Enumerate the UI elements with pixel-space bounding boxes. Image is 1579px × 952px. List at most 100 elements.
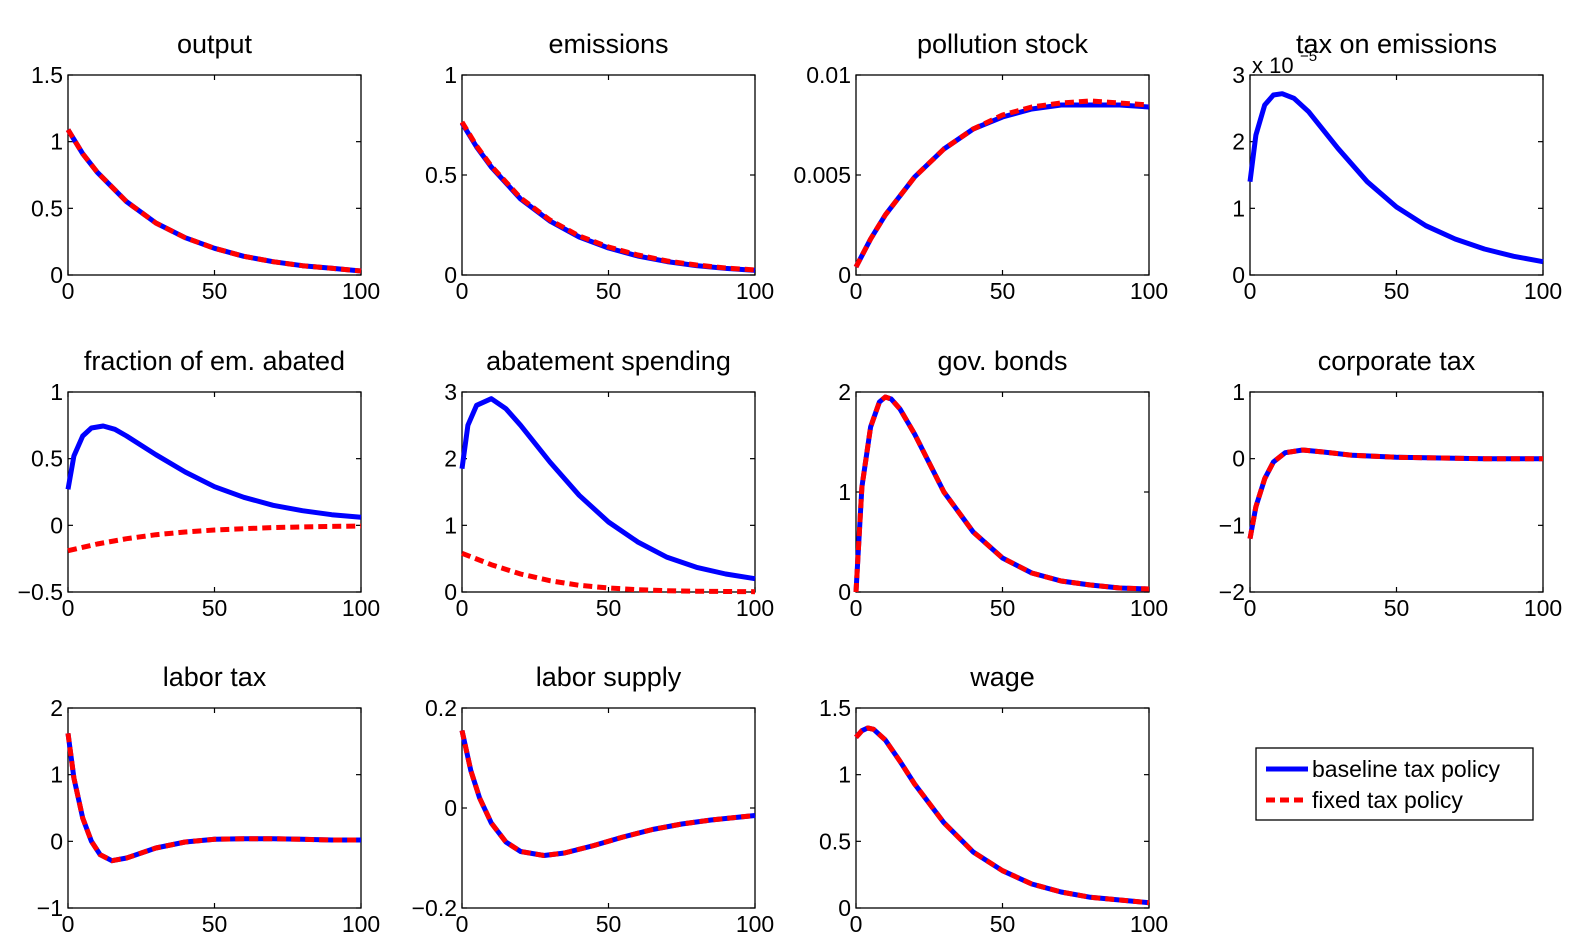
chart-title: fraction of em. abated (84, 346, 345, 376)
x-tick-label: 0 (456, 278, 469, 304)
x-tick-label: 0 (1244, 278, 1257, 304)
plot-frame (67, 74, 362, 276)
x-tick-label: 0 (62, 595, 75, 621)
y-tick-label: 3 (1232, 62, 1245, 88)
x-tick-label: 100 (342, 595, 380, 621)
chart-abatement-spending: 0 50 100 0 1 2 3 abatement spending (444, 346, 774, 621)
x-tick-label: 0 (1244, 595, 1257, 621)
chart-title: labor supply (536, 662, 682, 692)
x-tick-label: 100 (736, 911, 774, 937)
y-tick-label: 3 (444, 379, 457, 405)
y-tick-label: 0 (50, 262, 63, 288)
chart-title: emissions (548, 29, 668, 59)
y-tick-label: 2 (1232, 129, 1245, 155)
y-tick-label: 1 (444, 512, 457, 538)
x-tick-label: 100 (736, 595, 774, 621)
chart-title: output (177, 29, 253, 59)
plot-frame (1249, 74, 1544, 276)
chart-title: abatement spending (486, 346, 731, 376)
x-tick-label: 50 (202, 911, 228, 937)
chart-corporate-tax: 0 50 100 −2 −1 0 1 corporate tax (1219, 346, 1562, 621)
y-tick-label: 0 (1232, 446, 1245, 472)
x-tick-label: 0 (62, 278, 75, 304)
series-fixed-tax-policy-line (65, 128, 362, 274)
y-tick-label: −2 (1219, 579, 1245, 605)
chart-gov-bonds: 0 50 100 0 1 2 gov. bonds (838, 346, 1168, 621)
y-tick-label: 1 (50, 379, 63, 405)
y-tick-label: −0.2 (412, 895, 457, 921)
chart-title: labor tax (163, 662, 267, 692)
series-fixed-tax-policy-line (853, 394, 1150, 593)
y-tick-label: 2 (838, 379, 851, 405)
y-tick-label: 0 (838, 262, 851, 288)
plot-frame (67, 707, 362, 909)
y-tick-label: 1.5 (819, 695, 851, 721)
axis-multiplier: x 10 (1252, 53, 1294, 78)
y-tick-label: 0 (444, 262, 457, 288)
series-fixed-tax-policy-line (1247, 447, 1543, 540)
legend-box (1255, 747, 1534, 821)
x-tick-label: 0 (456, 595, 469, 621)
x-tick-label: 100 (342, 278, 380, 304)
x-tick-label: 0 (850, 911, 863, 937)
x-tick-label: 0 (850, 278, 863, 304)
y-tick-label: 0.5 (31, 446, 63, 472)
series-baseline-tax-policy-line (1247, 91, 1544, 265)
y-tick-label: 0.01 (806, 62, 851, 88)
series-fixed-tax-policy-line (853, 98, 1150, 269)
x-tick-label: 50 (596, 595, 622, 621)
y-tick-label: 0 (838, 579, 851, 605)
y-tick-label: 1 (838, 762, 851, 788)
x-tick-label: 50 (990, 595, 1016, 621)
y-tick-label: 2 (50, 695, 63, 721)
y-tick-label: 1 (50, 762, 63, 788)
series-baseline-tax-policy-line (65, 423, 362, 520)
y-tick-label: 0.5 (819, 828, 851, 854)
y-tick-label: 0 (1232, 262, 1245, 288)
x-tick-label: 0 (456, 911, 469, 937)
legend-label-baseline: baseline tax policy (1312, 756, 1500, 782)
y-tick-label: 0 (50, 512, 63, 538)
chart-emissions: 0 50 100 0 0.5 1 emissions (425, 29, 774, 304)
plot-frame (67, 391, 362, 593)
x-tick-label: 100 (342, 911, 380, 937)
x-tick-label: 50 (596, 278, 622, 304)
chart-output: 0 50 100 0 0.5 1 1.5 output (31, 29, 380, 304)
series-fixed-tax-policy-line (854, 725, 1150, 906)
plot-frame (461, 707, 756, 909)
y-tick-label: −1 (37, 895, 63, 921)
y-tick-label: 2 (444, 446, 457, 472)
y-tick-label: 0.005 (793, 162, 851, 188)
x-tick-label: 100 (1130, 278, 1168, 304)
plot-frame (461, 391, 756, 593)
plot-frame (855, 707, 1150, 909)
y-tick-label: 0.2 (425, 695, 457, 721)
x-tick-label: 50 (596, 911, 622, 937)
x-tick-label: 50 (202, 595, 228, 621)
plot-frame (461, 74, 756, 276)
plot-frame (855, 391, 1150, 593)
x-tick-label: 100 (736, 278, 774, 304)
y-tick-label: 0 (444, 795, 457, 821)
chart-title: gov. bonds (937, 346, 1067, 376)
y-tick-label: 0.5 (425, 162, 457, 188)
chart-title: pollution stock (917, 29, 1089, 59)
x-tick-label: 50 (202, 278, 228, 304)
y-tick-label: 1.5 (31, 62, 63, 88)
y-tick-label: 0.5 (31, 195, 63, 221)
series-fixed-tax-policy-line (65, 732, 361, 864)
x-tick-label: 100 (1130, 911, 1168, 937)
series-fixed-tax-policy-line (459, 120, 756, 273)
y-tick-label: 1 (838, 479, 851, 505)
chart-title: wage (969, 662, 1035, 692)
series-fixed-tax-policy-line (67, 523, 362, 554)
y-tick-label: 0 (838, 895, 851, 921)
x-tick-label: 100 (1524, 595, 1562, 621)
y-tick-label: 1 (1232, 195, 1245, 221)
